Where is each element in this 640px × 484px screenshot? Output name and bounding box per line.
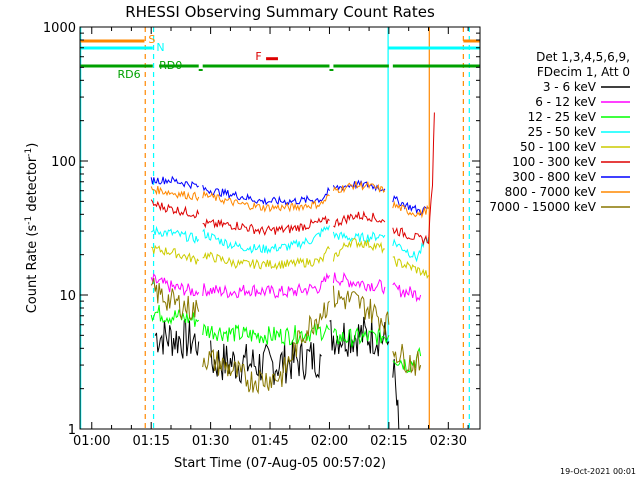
- series-line: [332, 231, 386, 243]
- legend-label: 25 - 50 keV: [528, 125, 597, 139]
- series-line: [150, 186, 200, 202]
- x-tick-label: 01:00: [73, 434, 110, 449]
- series-line: [392, 358, 400, 430]
- y-tick-label: 1000: [43, 21, 76, 36]
- status-flag-bars: SN RD0 RD6 F: [80, 33, 480, 81]
- plot-frame: [79, 26, 481, 430]
- series-line: [332, 271, 386, 295]
- legend-label: 800 - 7000 keV: [505, 185, 597, 199]
- legend-header-line-1: Det 1,3,4,5,6,9,: [536, 50, 630, 64]
- y-axis-label-part: Count Rate (s: [25, 225, 40, 314]
- series-7000_15000keV: [150, 277, 422, 395]
- series-line: [202, 191, 330, 213]
- series-line: [332, 180, 386, 194]
- legend-label: 100 - 300 keV: [512, 155, 596, 169]
- series-line: [392, 282, 422, 303]
- legend-label: 300 - 800 keV: [512, 170, 596, 184]
- series-line: [392, 200, 429, 219]
- y-tick-label: 1: [68, 423, 76, 438]
- flag-label: N: [156, 41, 164, 54]
- series-line: [332, 237, 386, 262]
- y-tick-label: 100: [51, 155, 76, 170]
- series-line: [202, 323, 330, 347]
- series-line: [392, 236, 429, 263]
- series-100_300keV: [150, 112, 435, 246]
- y-tick-label: 10: [59, 289, 76, 304]
- series-line: [150, 225, 200, 244]
- y-axis-label-part: detector: [25, 156, 40, 216]
- series-line: [202, 215, 330, 236]
- series-line: [202, 272, 330, 299]
- y-axis-label-exponent: -1: [24, 148, 34, 157]
- x-axis-label: Start Time (07-Aug-05 00:57:02): [174, 456, 386, 471]
- legend-header-line-2: FDecim 1, Att 0: [537, 65, 630, 79]
- series-line: [392, 194, 429, 216]
- chart-title: RHESSI Observing Summary Count Rates: [125, 3, 435, 21]
- legend-label: 6 - 12 keV: [535, 95, 597, 109]
- series-25_50keV: [150, 225, 429, 263]
- flag-label: RD6: [118, 68, 141, 81]
- series-line: [150, 277, 200, 321]
- legend: Det 1,3,4,5,6,9, FDecim 1, Att 0 3 - 6 k…: [489, 50, 630, 214]
- series-line: [150, 244, 200, 265]
- x-tick-label: 01:30: [192, 434, 229, 449]
- legend-label: 12 - 25 keV: [528, 110, 597, 124]
- x-axis: 01:00 01:15 01:30 01:45 02:00 02:15 02:30: [73, 27, 469, 449]
- series-line: [210, 340, 322, 385]
- series-line: [392, 343, 422, 376]
- x-tick-label: 02:15: [370, 434, 407, 449]
- series-line: [150, 273, 200, 297]
- timestamp: 19-Oct-2021 00:01: [560, 467, 636, 476]
- x-tick-label: 02:30: [430, 434, 467, 449]
- series-50_100keV: [150, 237, 429, 280]
- series-line: [150, 304, 200, 327]
- y-axis-label-part: ): [25, 143, 40, 148]
- series-3_6keV: [154, 316, 400, 430]
- series-line: [332, 285, 390, 335]
- flag-label: S: [148, 33, 155, 46]
- y-axis-label: Count Rate (s-1 detector-1): [24, 143, 40, 314]
- series-line: [154, 318, 200, 359]
- x-tick-label: 02:00: [311, 434, 348, 449]
- series-line: [392, 112, 435, 246]
- series-line: [150, 199, 200, 219]
- series-12_25keV: [150, 304, 422, 374]
- series-line: [202, 245, 330, 271]
- x-tick-label: 01:15: [132, 434, 169, 449]
- y-axis-label-exponent: -1: [24, 216, 34, 225]
- series-line: [202, 184, 330, 206]
- series-line: [202, 225, 330, 255]
- legend-label: 7000 - 15000 keV: [489, 200, 596, 214]
- series-line: [392, 256, 429, 280]
- series-line: [329, 316, 390, 357]
- series-800_7000keV: [150, 180, 429, 219]
- plot-series: [150, 57, 435, 430]
- series-6_12keV: [150, 271, 422, 303]
- y-axis: 1 10 100 1000: [43, 21, 480, 438]
- legend-label: 3 - 6 keV: [543, 80, 597, 94]
- flag-label: F: [255, 50, 261, 63]
- series-line: [202, 300, 330, 395]
- legend-label: 50 - 100 keV: [520, 140, 597, 154]
- series-line: [333, 210, 386, 228]
- x-tick-label: 01:45: [251, 434, 288, 449]
- series-line: [150, 175, 199, 190]
- flag-label: RD0: [159, 59, 182, 72]
